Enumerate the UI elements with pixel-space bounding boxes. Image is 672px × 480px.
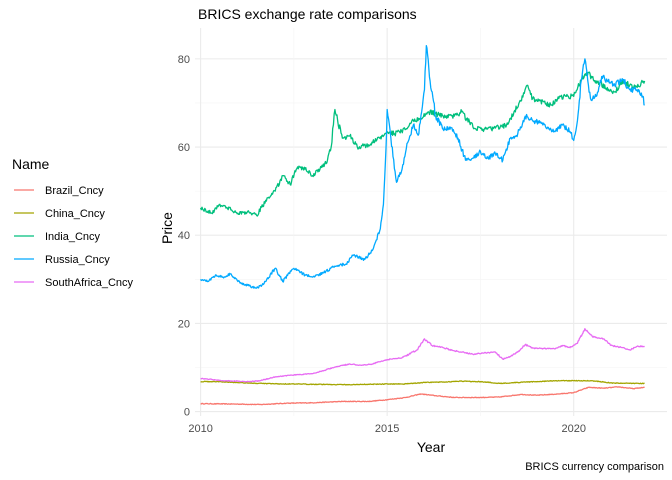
y-tick-label: 0 [184, 407, 190, 419]
series-line-russia-cncy [200, 44, 645, 289]
y-axis-label: Price [159, 212, 175, 244]
legend-label: China_Cncy [45, 208, 105, 220]
series-layer [199, 44, 646, 406]
y-tick-label: 60 [178, 142, 190, 154]
legend-label: Brazil_Cncy [45, 185, 104, 197]
series-line-china-cncy [200, 379, 645, 386]
y-tick-label: 80 [178, 54, 190, 66]
x-tick-label: 2015 [375, 423, 399, 435]
legend-label: Russia_Cncy [45, 254, 110, 266]
y-tick-label: 20 [178, 318, 190, 330]
x-tick-label: 2010 [188, 423, 212, 435]
series-line-brazil-cncy [200, 386, 645, 406]
series-line-india-cncy [199, 71, 646, 217]
legend: Name Brazil_Cncy China_Cncy India_Cncy Russ… [12, 156, 134, 289]
x-tick-label: 2020 [561, 423, 585, 435]
series-line-southafrica-cncy [200, 328, 645, 383]
y-axis-ticks: 0 20 40 60 80 [178, 54, 190, 419]
chart-caption: BRICS currency comparison [525, 461, 664, 473]
chart-title: BRICS exchange rate comparisons [198, 6, 417, 22]
legend-label: SouthAfrica_Cncy [45, 277, 134, 289]
legend-label: India_Cncy [45, 231, 101, 243]
y-tick-label: 40 [178, 230, 190, 242]
x-axis-label: Year [417, 439, 446, 455]
legend-title: Name [12, 156, 50, 172]
x-axis-ticks: 2010 2015 2020 [188, 423, 586, 435]
